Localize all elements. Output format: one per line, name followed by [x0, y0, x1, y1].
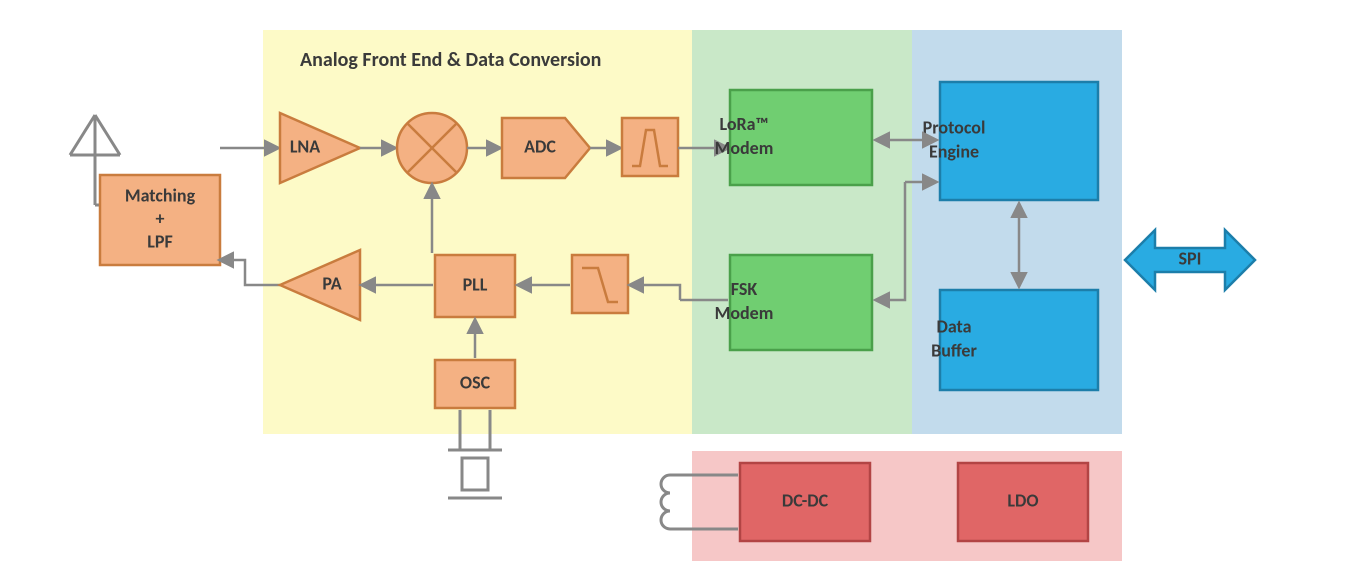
svg-text:Buffer: Buffer: [931, 339, 977, 361]
svg-text:OSC: OSC: [460, 371, 491, 393]
svg-text:+: +: [156, 207, 165, 229]
svg-text:DC-DC: DC-DC: [782, 489, 829, 511]
ldo-block: LDO: [958, 463, 1088, 541]
svg-text:LPF: LPF: [147, 230, 172, 252]
osc-block: OSC: [435, 360, 515, 408]
svg-text:LNA: LNA: [290, 135, 320, 157]
section-title: Analog Front End & Data Conversion: [300, 48, 601, 72]
svg-text:Matching: Matching: [125, 184, 196, 206]
spi-block: SPI: [1125, 230, 1255, 290]
dcdc-block: DC-DC: [740, 463, 870, 541]
bpf-block: [622, 118, 678, 176]
svg-text:ADC: ADC: [524, 135, 556, 157]
svg-text:LoRa™: LoRa™: [720, 113, 769, 135]
svg-text:Modem: Modem: [715, 137, 774, 159]
svg-text:Protocol: Protocol: [923, 116, 986, 138]
fsk-modem-block: FSK Modem: [715, 255, 872, 350]
lora-modem-block: LoRa™ Modem: [715, 90, 872, 185]
svg-text:Modem: Modem: [715, 302, 774, 324]
pll-block: PLL: [435, 255, 515, 317]
mixer-block: [397, 113, 467, 183]
svg-text:Data: Data: [936, 315, 971, 337]
svg-text:FSK: FSK: [731, 278, 758, 300]
svg-text:PLL: PLL: [463, 273, 488, 295]
data-buffer-block: Data Buffer: [931, 290, 1098, 390]
svg-text:PA: PA: [322, 272, 341, 294]
svg-text:SPI: SPI: [1179, 247, 1202, 269]
svg-text:Engine: Engine: [929, 140, 979, 162]
lpf-tx-block: [572, 255, 628, 313]
matching-block: Matching + LPF: [100, 175, 220, 265]
svg-text:LDO: LDO: [1007, 489, 1038, 511]
protocol-engine-block: Protocol Engine: [923, 82, 1098, 200]
